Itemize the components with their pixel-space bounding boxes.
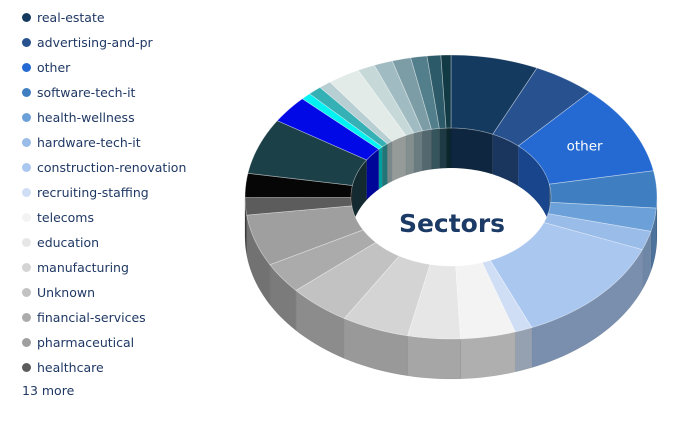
legend-marker-dot: [22, 338, 31, 347]
donut-inner-wall[interactable]: [405, 132, 415, 176]
other-slice-label: other: [567, 139, 603, 155]
legend-item-label: hardware-tech-it: [37, 135, 141, 150]
legend-item-hardware-tech-it[interactable]: hardware-tech-it: [14, 130, 186, 155]
legend-item-pharmaceutical[interactable]: pharmaceutical: [14, 330, 186, 355]
legend-marker-dot: [22, 88, 31, 97]
legend-item-healthcare[interactable]: healthcare: [14, 355, 186, 380]
donut-inner-wall[interactable]: [439, 127, 447, 169]
legend-marker-dot: [22, 313, 31, 322]
legend-item-label: Unknown: [37, 285, 96, 300]
legend-item-label: real-estate: [37, 10, 105, 25]
legend-marker-dot: [22, 63, 31, 72]
legend-item-health-wellness[interactable]: health-wellness: [14, 105, 186, 130]
legend-item-advertising-and-pr[interactable]: advertising-and-pr: [14, 30, 186, 55]
donut-inner-wall[interactable]: [431, 128, 440, 170]
legend-item-software-tech-it[interactable]: software-tech-it: [14, 80, 186, 105]
donut-outer-rim[interactable]: [407, 335, 461, 380]
legend-item-label: advertising-and-pr: [37, 35, 153, 50]
legend-item-label: construction-renovation: [37, 160, 187, 175]
legend-item-label: recruiting-staffing: [37, 185, 149, 200]
legend-marker-dot: [22, 163, 31, 172]
legend-item-label: software-tech-it: [37, 85, 136, 100]
legend-marker-dot: [22, 363, 31, 372]
legend-item-other[interactable]: other: [14, 55, 186, 80]
donut-outer-rim[interactable]: [460, 331, 516, 380]
legend: real-estate advertising-and-pr other softwa…: [14, 5, 186, 380]
pie-slice[interactable]: [440, 54, 452, 129]
legend-item-label: manufacturing: [37, 260, 129, 275]
legend-marker-dot: [22, 188, 31, 197]
donut-inner-wall[interactable]: [445, 127, 452, 169]
legend-item-education[interactable]: education: [14, 230, 186, 255]
legend-item-label: pharmaceutical: [37, 335, 135, 350]
legend-item-recruiting-staffing[interactable]: recruiting-staffing: [14, 180, 186, 205]
donut-inner-wall[interactable]: [392, 135, 407, 182]
legend-marker-dot: [22, 38, 31, 47]
legend-marker-dot: [22, 13, 31, 22]
legend-item-label: telecoms: [37, 210, 94, 225]
donut-inner-wall[interactable]: [378, 146, 383, 190]
donut-inner-wall[interactable]: [450, 127, 494, 175]
donut-outer-rim[interactable]: [514, 327, 533, 373]
legend-marker-dot: [22, 288, 31, 297]
legend-marker-dot: [22, 263, 31, 272]
donut-inner-wall[interactable]: [413, 130, 423, 174]
legend-item-label: financial-services: [37, 310, 146, 325]
center-label: Sectors: [399, 209, 505, 238]
legend-marker-dot: [22, 113, 31, 122]
legend-item-label: health-wellness: [37, 110, 135, 125]
legend-item-manufacturing[interactable]: manufacturing: [14, 255, 186, 280]
legend-item-telecoms[interactable]: telecoms: [14, 205, 186, 230]
legend-item-real-estate[interactable]: real-estate: [14, 5, 186, 30]
legend-item-label: other: [37, 60, 71, 75]
legend-marker-dot: [22, 213, 31, 222]
legend-item-construction-renovation[interactable]: construction-renovation: [14, 155, 186, 180]
legend-item-Unknown[interactable]: Unknown: [14, 280, 186, 305]
donut-inner-wall[interactable]: [422, 129, 432, 172]
legend-marker-dot: [22, 238, 31, 247]
donut-inner-wall[interactable]: [382, 143, 388, 188]
legend-item-label: healthcare: [37, 360, 104, 375]
legend-item-label: education: [37, 235, 100, 250]
donut-inner-wall[interactable]: [387, 140, 393, 185]
legend-item-financial-services[interactable]: financial-services: [14, 305, 186, 330]
legend-more-link[interactable]: 13 more: [22, 383, 75, 398]
legend-marker-dot: [22, 138, 31, 147]
